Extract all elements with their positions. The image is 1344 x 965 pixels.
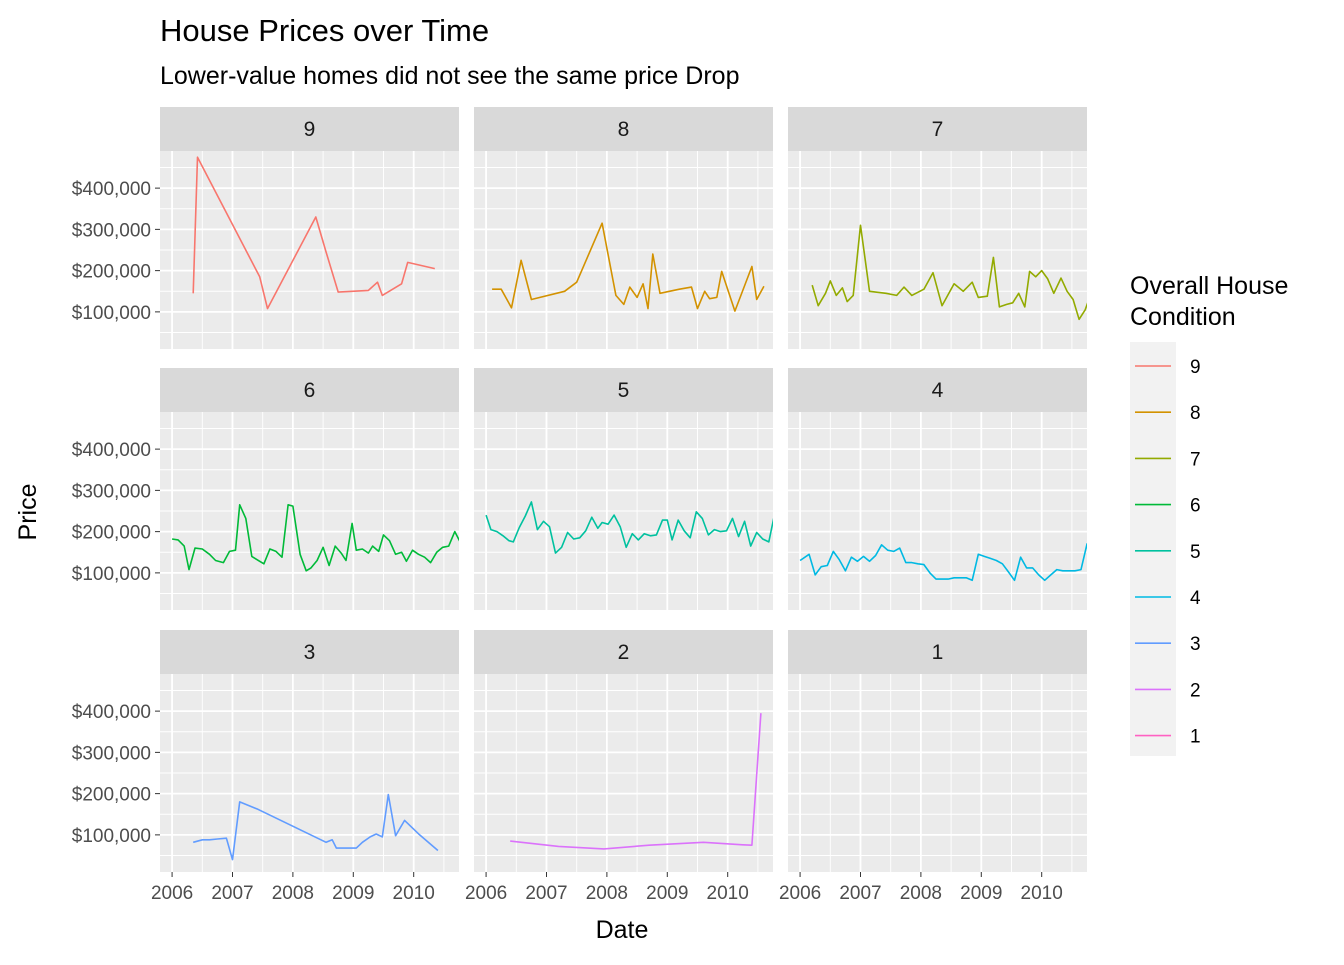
legend-key-background [1130, 342, 1176, 756]
y-tick-label: $200,000 [72, 785, 151, 806]
legend-item-3: 3 [1135, 634, 1201, 655]
y-tick-label: $100,000 [72, 826, 151, 847]
x-tick-label: 2006 [465, 883, 507, 904]
legend-item-9: 9 [1135, 357, 1201, 378]
x-axis-title: Date [596, 916, 649, 944]
legend-item-7: 7 [1135, 449, 1201, 470]
legend-label: 5 [1190, 542, 1201, 563]
series-line-9 [192, 156, 435, 310]
legend-label: 7 [1190, 449, 1201, 470]
y-tick-label: $200,000 [72, 523, 151, 544]
y-tick-label: $200,000 [72, 262, 151, 283]
y-tick-label: $300,000 [72, 220, 151, 241]
y-tick-label: $400,000 [72, 179, 151, 200]
facet-strip-label: 7 [932, 118, 944, 141]
facet-strip [160, 630, 459, 674]
facet-strip [474, 107, 773, 151]
x-tick-label: 2007 [839, 883, 881, 904]
facet-strip [788, 368, 1087, 412]
series-line-5 [485, 501, 773, 554]
facet-panel-9: 9 $100,000 $200,000 $300,000 $400,000 [72, 107, 459, 349]
facet-strip-label: 4 [932, 379, 944, 402]
x-tick-label: 2009 [646, 883, 688, 904]
x-tick-label: 2008 [900, 883, 942, 904]
legend: Overall House Condition 9 8 7 6 5 4 3 2 1 [1130, 272, 1288, 756]
facet-strip-label: 6 [304, 379, 316, 402]
facet-panel-6: 6 $100,000 $200,000 $300,000 $400,000 [72, 368, 459, 610]
facet-strip [788, 630, 1087, 674]
legend-label: 3 [1190, 634, 1201, 655]
legend-label: 1 [1190, 727, 1201, 748]
legend-label: 9 [1190, 357, 1201, 378]
x-tick-label: 2009 [960, 883, 1002, 904]
x-tick-label: 2010 [707, 883, 749, 904]
y-tick-label: $300,000 [72, 481, 151, 502]
facet-strip-label: 8 [618, 118, 630, 141]
legend-title-line: Overall House [1130, 272, 1288, 300]
facet-strip-label: 2 [618, 641, 630, 664]
y-tick-label: $100,000 [72, 564, 151, 585]
facet-panel-3: 3 $100,000 $200,000 $300,000 $400,000 2006 200… [72, 630, 459, 904]
legend-title-line: Condition [1130, 303, 1236, 331]
x-tick-label: 2006 [151, 883, 193, 904]
facet-panel-4: 4 [788, 368, 1087, 610]
series-line-3 [192, 793, 439, 861]
x-tick-label: 2009 [332, 883, 374, 904]
legend-item-1: 1 [1135, 727, 1201, 748]
legend-item-2: 2 [1135, 680, 1201, 701]
x-tick-label: 2010 [1021, 883, 1063, 904]
legend-label: 2 [1190, 680, 1201, 701]
legend-label: 8 [1190, 403, 1201, 424]
legend-item-5: 5 [1135, 542, 1201, 563]
facet-strip-label: 5 [618, 379, 630, 402]
chart-title: House Prices over Time [160, 13, 489, 48]
facet-strip [474, 368, 773, 412]
facet-panels: 9 $100,000 $200,000 $300,000 $400,000 8 7 6 $100… [72, 107, 1087, 904]
facet-strip-label: 1 [932, 641, 944, 664]
x-tick-label: 2008 [586, 883, 628, 904]
facet-panel-5: 5 [474, 368, 773, 610]
x-tick-label: 2008 [272, 883, 314, 904]
facet-panel-7: 7 [788, 107, 1087, 349]
legend-label: 4 [1190, 588, 1201, 609]
legend-item-4: 4 [1135, 588, 1201, 609]
facet-strip [160, 368, 459, 412]
series-line-6 [171, 504, 459, 572]
facet-strip [160, 107, 459, 151]
x-tick-label: 2010 [393, 883, 435, 904]
chart-subtitle: Lower-value homes did not see the same p… [160, 62, 739, 90]
series-line-4 [799, 543, 1087, 582]
legend-item-6: 6 [1135, 496, 1201, 517]
legend-item-8: 8 [1135, 403, 1201, 424]
x-tick-label: 2006 [779, 883, 821, 904]
x-tick-label: 2007 [525, 883, 567, 904]
facet-panel-1: 1 2006 2007 2008 2009 2010 [779, 630, 1087, 904]
series-line-7 [811, 224, 1087, 321]
x-tick-label: 2007 [211, 883, 253, 904]
facet-panel-2: 2 2006 2007 2008 2009 2010 [465, 630, 773, 904]
facet-strip-label: 9 [304, 118, 316, 141]
facet-panel-8: 8 [474, 107, 773, 349]
y-tick-label: $400,000 [72, 440, 151, 461]
y-axis-title: Price [14, 484, 42, 541]
y-tick-label: $400,000 [72, 702, 151, 723]
y-tick-label: $100,000 [72, 303, 151, 324]
facet-strip [474, 630, 773, 674]
series-line-2 [510, 713, 762, 850]
series-line-8 [492, 222, 765, 312]
facet-strip [788, 107, 1087, 151]
legend-label: 6 [1190, 496, 1201, 517]
facet-strip-label: 3 [304, 641, 316, 664]
y-tick-label: $300,000 [72, 743, 151, 764]
